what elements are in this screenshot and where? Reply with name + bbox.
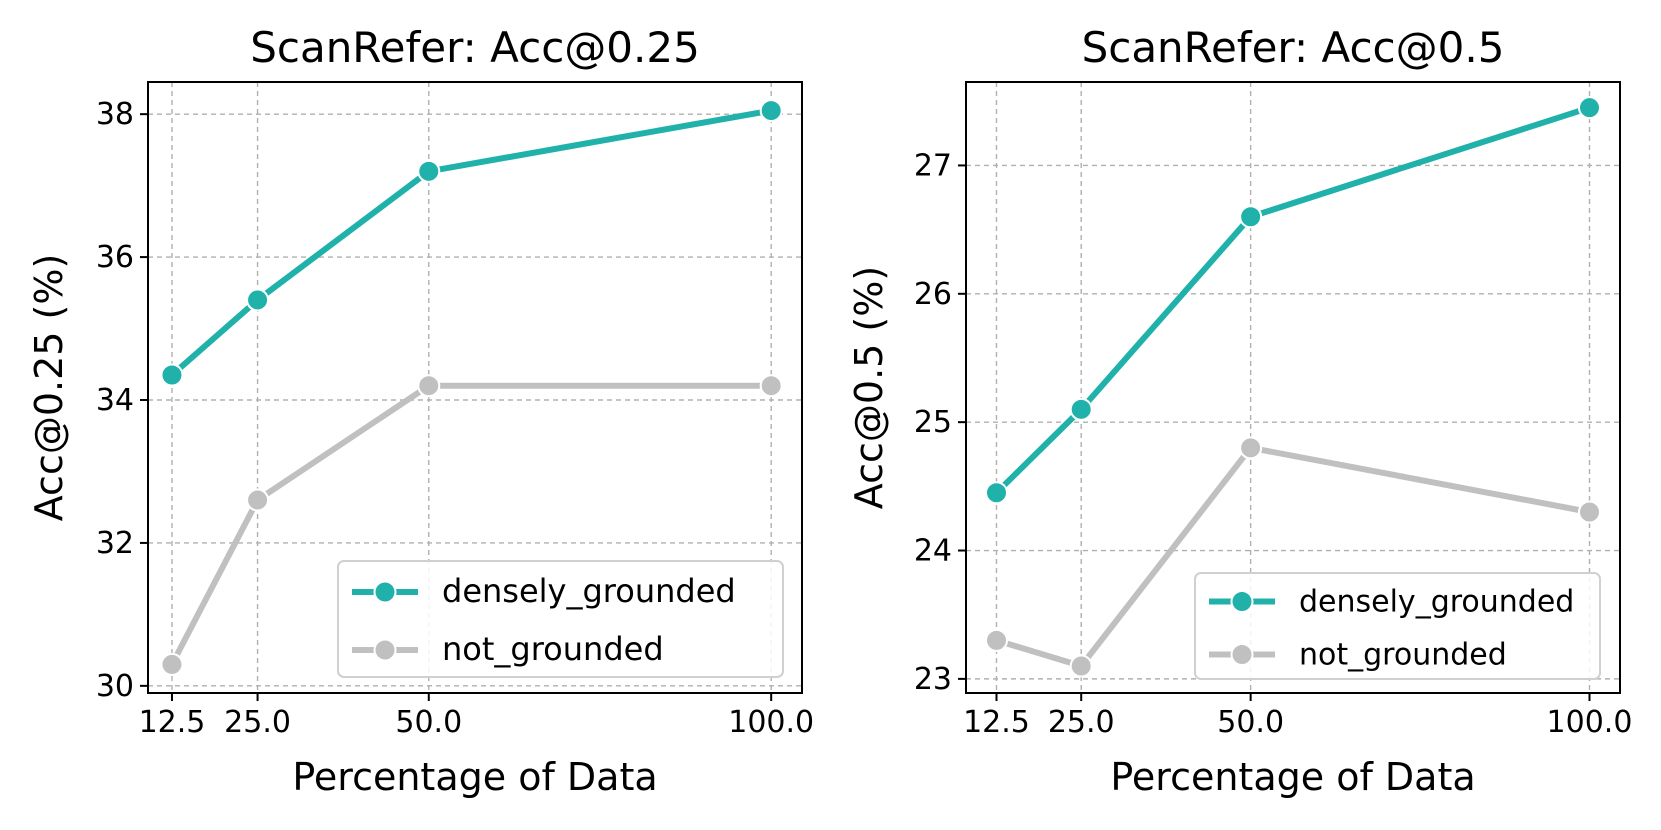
left-chart-y-tick-label: 34 (96, 383, 134, 418)
right-chart-y-tick-label: 25 (914, 405, 952, 440)
right-chart-series-1-point (1239, 436, 1263, 460)
right-chart-legend: densely_grounded not_grounded (1194, 572, 1601, 680)
left-chart-x-tick-label: 12.5 (139, 705, 206, 740)
left-chart-legend-label: densely_grounded (442, 572, 736, 610)
left-chart-legend: densely_grounded not_grounded (337, 560, 784, 678)
right-chart-axes-frame (965, 81, 1621, 694)
left-chart-series-1-point (246, 488, 270, 512)
left-chart-x-tick-label: 50.0 (395, 705, 462, 740)
right-chart-x-tick-label: 12.5 (963, 705, 1030, 740)
left-chart-y-tick-label: 32 (96, 526, 134, 561)
left-chart-x-tick-label: 100.0 (728, 705, 814, 740)
left-chart-legend-swatch-marker (373, 580, 397, 604)
left-chart-y-tick-label: 38 (96, 97, 134, 132)
left-chart-legend-label: not_grounded (442, 630, 664, 668)
right-chart-series-0-point (984, 481, 1008, 505)
left-chart-series-0-point (160, 363, 184, 387)
right-chart-x-tick-label: 25.0 (1048, 705, 1115, 740)
left-chart-series-1-point (759, 374, 783, 398)
right-chart-series-0-point (1578, 96, 1602, 120)
right-chart-series-line-0 (993, 104, 1593, 496)
right-chart-series-1-point (1578, 500, 1602, 524)
right-chart-x-axis-label: Percentage of Data (1110, 755, 1475, 799)
left-chart-series-0-point (417, 159, 441, 183)
right-chart-y-tick-label: 27 (914, 148, 952, 183)
left-chart-series-0-point (759, 99, 783, 123)
left-chart-y-tick-label: 30 (96, 669, 134, 704)
right-chart-series-0-point (1239, 205, 1263, 229)
right-chart-legend-swatch-marker (1230, 643, 1254, 666)
left-chart-legend-swatch-marker (373, 638, 397, 662)
left-chart-legend-box (337, 560, 784, 678)
left-chart-series-1-point (417, 374, 441, 398)
right-chart-series-line-1 (993, 444, 1593, 670)
right-chart-y-axis-label: Acc@0.5 (%) (847, 266, 891, 509)
right-chart-y-tick-label: 24 (914, 534, 952, 569)
left-chart-series-line-0 (168, 107, 775, 378)
right-chart-title: ScanRefer: Acc@0.5 (1082, 23, 1505, 72)
left-chart-axes-frame (147, 81, 803, 694)
left-chart-series-0-point (246, 288, 270, 312)
right-chart-y-tick-label: 26 (914, 277, 952, 312)
left-chart: 12.5 25.0 50.0 100.0 30 32 34 36 38 ScanRefer: Ac… (27, 23, 814, 799)
right-chart-x-tick-label: 50.0 (1217, 705, 1284, 740)
left-chart-y-tick-label: 36 (96, 240, 134, 275)
left-chart-x-axis-label: Percentage of Data (292, 755, 657, 799)
right-chart-legend-label: not_grounded (1299, 638, 1507, 673)
right-chart-y-tick-label: 23 (914, 662, 952, 697)
left-chart-x-tick-label: 25.0 (224, 705, 291, 740)
right-chart-x-tick-label: 100.0 (1547, 705, 1633, 740)
left-chart-series-1-point (160, 652, 184, 676)
right-chart-legend-label: densely_grounded (1299, 585, 1574, 620)
right-chart-series-1-point (1069, 654, 1093, 678)
left-chart-series-line-1 (168, 382, 775, 668)
left-chart-y-axis-label: Acc@0.25 (%) (27, 254, 71, 522)
right-chart-series-0-point (1069, 397, 1093, 421)
left-chart-title: ScanRefer: Acc@0.25 (250, 23, 700, 72)
right-chart-legend-box (1194, 572, 1601, 680)
right-chart-series-1-point (984, 628, 1008, 652)
right-chart-legend-swatch-marker (1230, 590, 1254, 613)
right-chart: 12.5 25.0 50.0 100.0 23 24 25 26 27 ScanRefer: Ac… (847, 23, 1632, 799)
